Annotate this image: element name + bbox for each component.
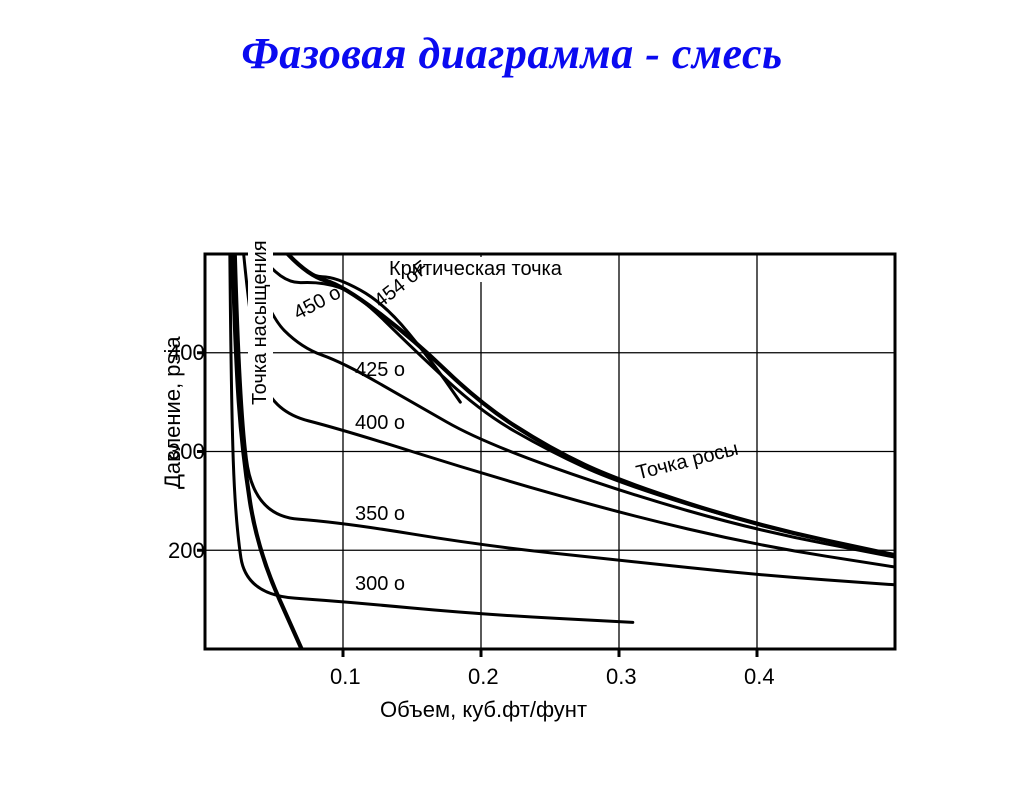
x-tick-01: 0.1 [330, 664, 361, 690]
x-tick-02: 0.2 [468, 664, 499, 690]
curve-300-label: 300 o [355, 573, 405, 596]
curve-400-label: 400 o [355, 412, 405, 435]
y-tick-400: 400 [168, 340, 202, 366]
x-axis-label: Объем, куб.фт/фунт [380, 697, 587, 723]
phase-diagram-chart: Давление, psia Объем, куб.фт/фунт 200 30… [0, 79, 1024, 759]
y-tick-200: 200 [168, 538, 202, 564]
page-title: Фазовая диаграмма - смесь [0, 28, 1024, 79]
saturation-point-label: Точка насыщения [248, 236, 273, 409]
y-tick-300: 300 [168, 439, 202, 465]
x-tick-04: 0.4 [744, 664, 775, 690]
x-tick-03: 0.3 [606, 664, 637, 690]
chart-svg [0, 79, 1024, 759]
curve-350-label: 350 o [355, 503, 405, 526]
curve-425-label: 425 o [355, 359, 405, 382]
